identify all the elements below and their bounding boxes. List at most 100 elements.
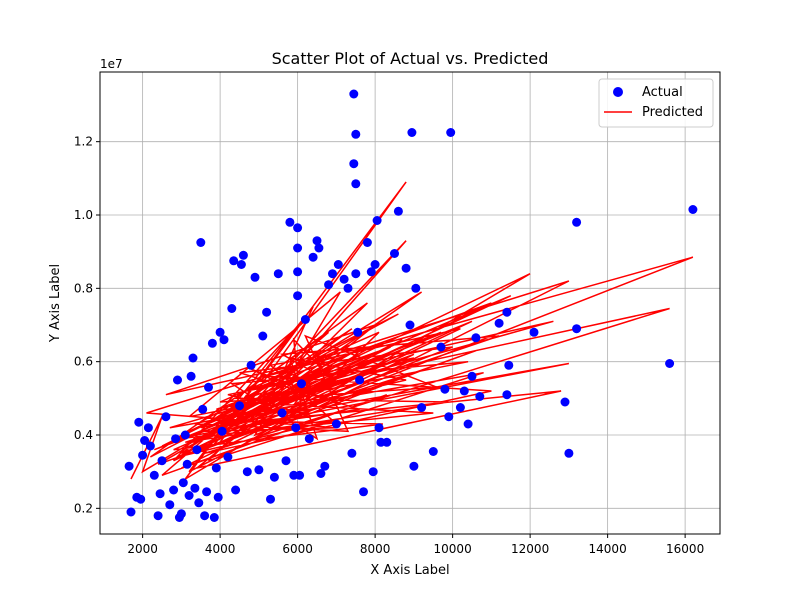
- actual-point: [204, 382, 213, 392]
- actual-point: [143, 423, 153, 433]
- actual-point: [250, 272, 260, 282]
- chart-title: Scatter Plot of Actual vs. Predicted: [272, 49, 549, 68]
- actual-point: [463, 419, 473, 429]
- actual-point: [304, 434, 314, 444]
- actual-point: [178, 478, 188, 488]
- actual-point: [211, 463, 221, 473]
- actual-point: [688, 205, 698, 214]
- actual-point: [157, 456, 167, 466]
- actual-point: [140, 436, 150, 445]
- legend-actual-marker: [613, 87, 623, 97]
- actual-point: [314, 243, 324, 253]
- actual-point: [188, 353, 198, 363]
- actual-point: [223, 452, 233, 462]
- actual-point: [529, 327, 539, 337]
- y-tick-label: 1.0: [74, 208, 93, 222]
- actual-point: [281, 456, 291, 466]
- x-tick-label: 8000: [360, 542, 391, 556]
- actual-point: [231, 485, 241, 495]
- actual-point: [217, 426, 227, 436]
- actual-point: [368, 467, 378, 477]
- actual-point: [444, 412, 454, 422]
- x-tick-label: 6000: [282, 542, 313, 556]
- actual-point: [207, 338, 217, 348]
- actual-point: [149, 470, 159, 480]
- actual-point: [349, 89, 359, 99]
- actual-point: [316, 469, 326, 478]
- actual-point: [153, 511, 163, 521]
- actual-point: [293, 243, 303, 253]
- legend-predicted-label: Predicted: [642, 105, 703, 120]
- actual-point: [564, 448, 574, 458]
- actual-point: [173, 375, 182, 385]
- actual-point: [176, 509, 186, 519]
- actual-point: [190, 483, 200, 493]
- actual-point: [502, 307, 512, 317]
- actual-point: [417, 403, 427, 412]
- actual-point: [246, 360, 256, 370]
- actual-point: [320, 461, 330, 471]
- actual-point: [355, 375, 365, 385]
- actual-point: [370, 260, 380, 269]
- x-axis-ticks: 2000 4000 6000 8000 10000 12000 14000 16000: [127, 534, 704, 556]
- actual-point: [213, 492, 223, 502]
- actual-point: [494, 318, 504, 328]
- actual-point: [300, 315, 310, 324]
- actual-point: [407, 128, 417, 137]
- actual-point: [169, 485, 179, 495]
- actual-point: [390, 249, 399, 258]
- legend-box: [598, 78, 714, 128]
- actual-point: [293, 267, 303, 277]
- y-tick-label: 0.2: [74, 501, 93, 515]
- actual-point: [126, 507, 136, 517]
- actual-point: [192, 445, 202, 455]
- actual-point: [366, 267, 376, 277]
- actual-point: [254, 465, 264, 475]
- actual-series: [124, 89, 698, 522]
- actual-point: [200, 511, 210, 521]
- actual-point: [351, 129, 361, 139]
- y-tick-label: 0.8: [74, 281, 93, 295]
- actual-point: [351, 179, 361, 189]
- actual-point: [324, 280, 334, 290]
- actual-point: [219, 335, 229, 345]
- actual-point: [242, 467, 252, 477]
- actual-point: [138, 450, 148, 460]
- actual-point: [409, 461, 419, 471]
- actual-point: [467, 371, 477, 381]
- actual-point: [440, 384, 450, 394]
- actual-point: [236, 260, 246, 269]
- actual-point: [258, 331, 268, 341]
- actual-point: [374, 423, 384, 433]
- legend-actual-label: Actual: [642, 85, 683, 100]
- actual-point: [297, 379, 306, 389]
- actual-point: [229, 256, 239, 266]
- predicted-line: [130, 181, 694, 480]
- actual-point: [572, 324, 582, 334]
- actual-point: [328, 269, 337, 279]
- actual-point: [184, 491, 194, 500]
- actual-point: [198, 404, 208, 414]
- actual-point: [155, 489, 165, 499]
- actual-point: [343, 283, 353, 293]
- actual-point: [347, 448, 357, 458]
- actual-point: [227, 304, 237, 313]
- actual-point: [475, 392, 485, 401]
- actual-point: [665, 359, 675, 368]
- actual-point: [134, 417, 144, 427]
- actual-point: [194, 498, 204, 508]
- actual-point: [459, 386, 469, 396]
- x-tick-label: 10000: [434, 542, 472, 556]
- actual-point: [293, 223, 303, 233]
- actual-point: [504, 360, 514, 370]
- actual-point: [446, 128, 456, 137]
- actual-point: [124, 461, 134, 471]
- actual-point: [560, 397, 570, 407]
- actual-point: [308, 252, 318, 262]
- actual-point: [339, 274, 349, 284]
- actual-point: [405, 320, 415, 330]
- x-tick-label: 4000: [205, 542, 236, 556]
- actual-point: [238, 250, 248, 260]
- actual-point: [277, 408, 287, 418]
- actual-point: [161, 412, 171, 422]
